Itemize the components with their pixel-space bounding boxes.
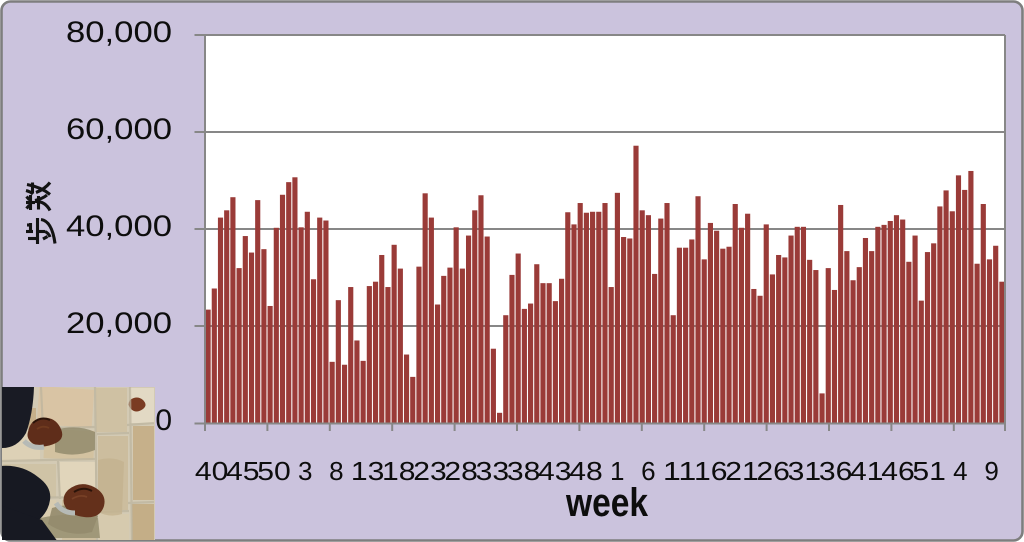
svg-text:1: 1 (610, 456, 624, 486)
svg-text:31: 31 (788, 456, 822, 486)
svg-text:28: 28 (444, 456, 478, 486)
svg-text:80,000: 80,000 (66, 16, 172, 49)
svg-text:51: 51 (912, 456, 946, 486)
svg-text:48: 48 (569, 456, 603, 486)
svg-text:13: 13 (351, 456, 385, 486)
svg-text:6: 6 (641, 456, 655, 486)
svg-text:40,000: 40,000 (66, 210, 172, 243)
svg-text:week: week (565, 481, 648, 525)
svg-text:40: 40 (195, 456, 229, 486)
svg-text:43: 43 (538, 456, 572, 486)
svg-text:20,000: 20,000 (66, 307, 172, 340)
svg-text:3: 3 (298, 456, 312, 486)
svg-text:36: 36 (819, 456, 853, 486)
svg-text:45: 45 (226, 456, 260, 486)
svg-text:60,000: 60,000 (66, 113, 172, 146)
svg-text:4: 4 (953, 456, 967, 486)
svg-text:50: 50 (257, 456, 291, 486)
svg-text:33: 33 (476, 456, 510, 486)
svg-text:46: 46 (881, 456, 915, 486)
svg-text:21: 21 (725, 456, 759, 486)
svg-text:41: 41 (850, 456, 884, 486)
svg-text:23: 23 (413, 456, 447, 486)
svg-text:9: 9 (984, 456, 998, 486)
svg-text:0: 0 (155, 404, 172, 437)
svg-text:26: 26 (756, 456, 790, 486)
svg-text:16: 16 (694, 456, 728, 486)
svg-text:11: 11 (663, 456, 697, 486)
svg-text:8: 8 (329, 456, 343, 486)
svg-text:18: 18 (382, 456, 416, 486)
svg-text:38: 38 (507, 456, 541, 486)
